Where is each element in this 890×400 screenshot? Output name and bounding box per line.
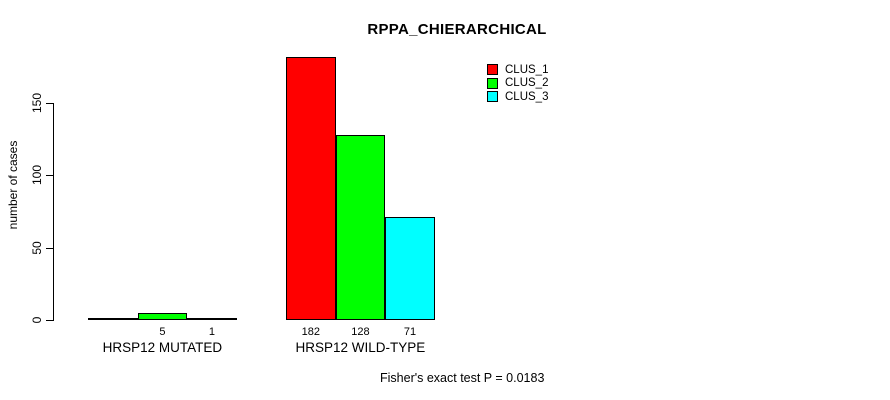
legend-label: CLUS_1	[505, 63, 549, 76]
legend-swatch-clus-2-icon	[487, 77, 498, 89]
legend-swatch-clus-3-icon	[487, 91, 498, 103]
bar-clus_2-2	[335, 135, 386, 320]
bar-clus_3-1	[187, 318, 237, 320]
y-axis-title: number of cases	[6, 140, 20, 230]
bar-clus_1-2	[286, 57, 336, 320]
legend-item-clus-3: CLUS_3	[487, 90, 548, 104]
legend-label: CLUS_3	[505, 90, 549, 103]
y-axis-tick-label: 0	[30, 316, 44, 324]
y-axis-tick	[46, 175, 53, 177]
bar-value-label: 182	[301, 326, 320, 338]
chart-title: RPPA_CHIERARCHICAL	[367, 21, 547, 38]
y-axis-tick-label: 150	[30, 92, 44, 114]
y-axis-line	[53, 103, 54, 321]
bar-clus_3-2	[385, 217, 435, 320]
category-label: HRSP12 WILD-TYPE	[295, 340, 426, 355]
y-axis-tick-label: 50	[30, 240, 44, 255]
legend-item-clus-1: CLUS_1	[487, 63, 548, 77]
y-axis-tick-label: 100	[30, 165, 44, 186]
fisher-test-annotation: Fisher's exact test P = 0.0183	[380, 371, 545, 385]
y-axis-tick	[46, 320, 53, 321]
category-label: HRSP12 MUTATED	[102, 340, 223, 355]
legend-swatch-clus-1-icon	[487, 64, 498, 76]
bar-value-label: 128	[351, 326, 370, 338]
bar-clus_2-1	[137, 313, 188, 320]
bar-value-label: 5	[159, 326, 166, 338]
bar-value-label: 1	[208, 326, 216, 338]
legend-label: CLUS_2	[505, 77, 549, 90]
legend-item-clus-2: CLUS_2	[487, 77, 548, 91]
y-axis-tick	[46, 247, 53, 249]
y-axis-tick	[46, 103, 53, 104]
legend: CLUS_1 CLUS_2 CLUS_3	[487, 63, 548, 104]
bar-clus_1-1	[88, 318, 138, 320]
bar-value-label: 71	[403, 326, 417, 338]
